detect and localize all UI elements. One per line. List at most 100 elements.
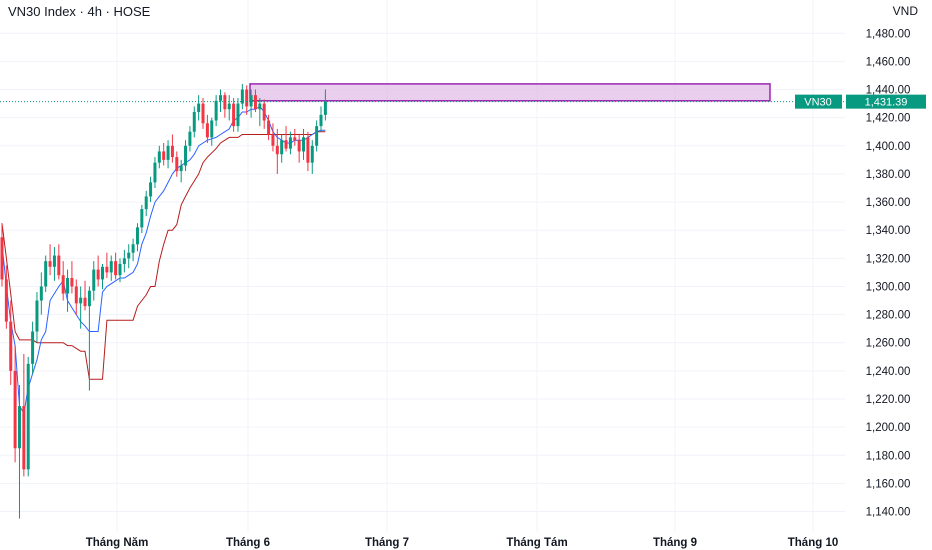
candle-body [118, 263, 122, 276]
candle-body [57, 255, 61, 276]
y-tick-label: 1,300.00 [866, 281, 911, 293]
fast-line [1, 105, 326, 415]
slow-line [1, 131, 326, 380]
x-tick-label: Tháng 9 [653, 537, 697, 549]
candle-body [205, 123, 209, 138]
candle-body [9, 321, 13, 371]
y-tick-label: 1,480.00 [866, 28, 911, 40]
candle-body [232, 103, 236, 127]
candle-body [52, 255, 56, 267]
candle-body [44, 261, 48, 287]
x-tick-label: Tháng 6 [226, 537, 270, 549]
candle-body [79, 297, 83, 304]
candle-body [0, 237, 4, 280]
x-tick-label: Tháng 7 [365, 537, 409, 549]
y-tick-label: 1,400.00 [866, 141, 911, 153]
candle-body [162, 151, 166, 160]
candle-body [31, 331, 35, 364]
candle-body [306, 137, 310, 163]
y-tick-label: 1,200.00 [866, 422, 911, 434]
candle-body [227, 103, 231, 110]
candle-body [153, 162, 157, 183]
candle-body [323, 101, 327, 115]
candle-body [258, 103, 262, 110]
x-tick-label: Tháng Tám [506, 537, 567, 549]
candle-body [288, 137, 292, 149]
candle-body [149, 182, 153, 197]
candle-body [315, 126, 319, 146]
candle-body [61, 275, 65, 294]
candle-body [302, 137, 306, 152]
candle-body [96, 269, 100, 280]
candle-body [197, 103, 201, 113]
candle-body [122, 258, 126, 264]
x-tick-label: Tháng Năm [86, 537, 149, 549]
candle-body [131, 244, 135, 253]
candle-body [188, 131, 192, 146]
y-tick-label: 1,180.00 [866, 450, 911, 462]
candle-body [236, 103, 240, 127]
candle-body [101, 266, 105, 280]
resistance-zone[interactable] [249, 83, 771, 102]
candle-body [201, 103, 205, 124]
y-tick-label: 1,460.00 [866, 56, 911, 68]
candle-body [184, 145, 188, 166]
x-tick-label: Tháng 10 [788, 537, 838, 549]
candle-body [92, 269, 96, 291]
candle-body [262, 103, 266, 121]
candle-body [17, 406, 21, 449]
candle-body [175, 157, 179, 172]
candle-body [74, 286, 78, 304]
y-tick-label: 1,280.00 [866, 310, 911, 322]
candle-body [140, 209, 144, 228]
y-tick-label: 1,420.00 [866, 113, 911, 125]
candle-body [109, 261, 113, 273]
candle-body [157, 151, 161, 163]
candle-body [48, 261, 52, 267]
candle-body [210, 120, 214, 138]
candle-body [87, 290, 91, 307]
candle-body [319, 114, 323, 127]
candle-body [26, 363, 30, 470]
candle-body [70, 278, 74, 287]
currency-label: VND [892, 4, 918, 18]
candle-body [297, 140, 301, 152]
candle-body [280, 140, 284, 155]
candle-body [13, 370, 17, 449]
symbol-tag-label: VN30 [804, 97, 832, 109]
y-tick-label: 1,340.00 [866, 225, 911, 237]
y-tick-label: 1,380.00 [866, 169, 911, 181]
candle-body [66, 278, 70, 294]
candle-body [275, 145, 279, 155]
last-price-tag [846, 94, 926, 109]
candle-body [127, 252, 131, 259]
candle-body [4, 279, 8, 322]
candle-body [310, 145, 314, 163]
y-tick-label: 1,320.00 [866, 253, 911, 265]
symbol-tag [795, 94, 842, 109]
chart-title: VN30 Index · 4h · HOSE [8, 4, 151, 19]
candle-body [240, 89, 244, 104]
candle-body [293, 137, 297, 141]
candle-body [249, 95, 253, 107]
candle-body [144, 196, 148, 210]
y-tick-label: 1,220.00 [866, 394, 911, 406]
candle-body [166, 145, 170, 160]
y-tick-label: 1,240.00 [866, 366, 911, 378]
y-tick-label: 1,440.00 [866, 85, 911, 97]
candle-body [35, 300, 39, 332]
candle-body [135, 227, 139, 245]
candle-body [267, 120, 271, 135]
candle-body [271, 134, 275, 146]
candle-body [214, 100, 218, 121]
candle-body [22, 406, 26, 470]
candle-body [284, 140, 288, 149]
candle-body [105, 266, 109, 273]
last-price-value: 1,431.39 [865, 97, 908, 109]
candle-body [170, 145, 174, 158]
y-tick-label: 1,260.00 [866, 338, 911, 350]
candle-body [192, 112, 196, 132]
y-tick-label: 1,360.00 [866, 197, 911, 209]
candle-body [223, 95, 227, 110]
